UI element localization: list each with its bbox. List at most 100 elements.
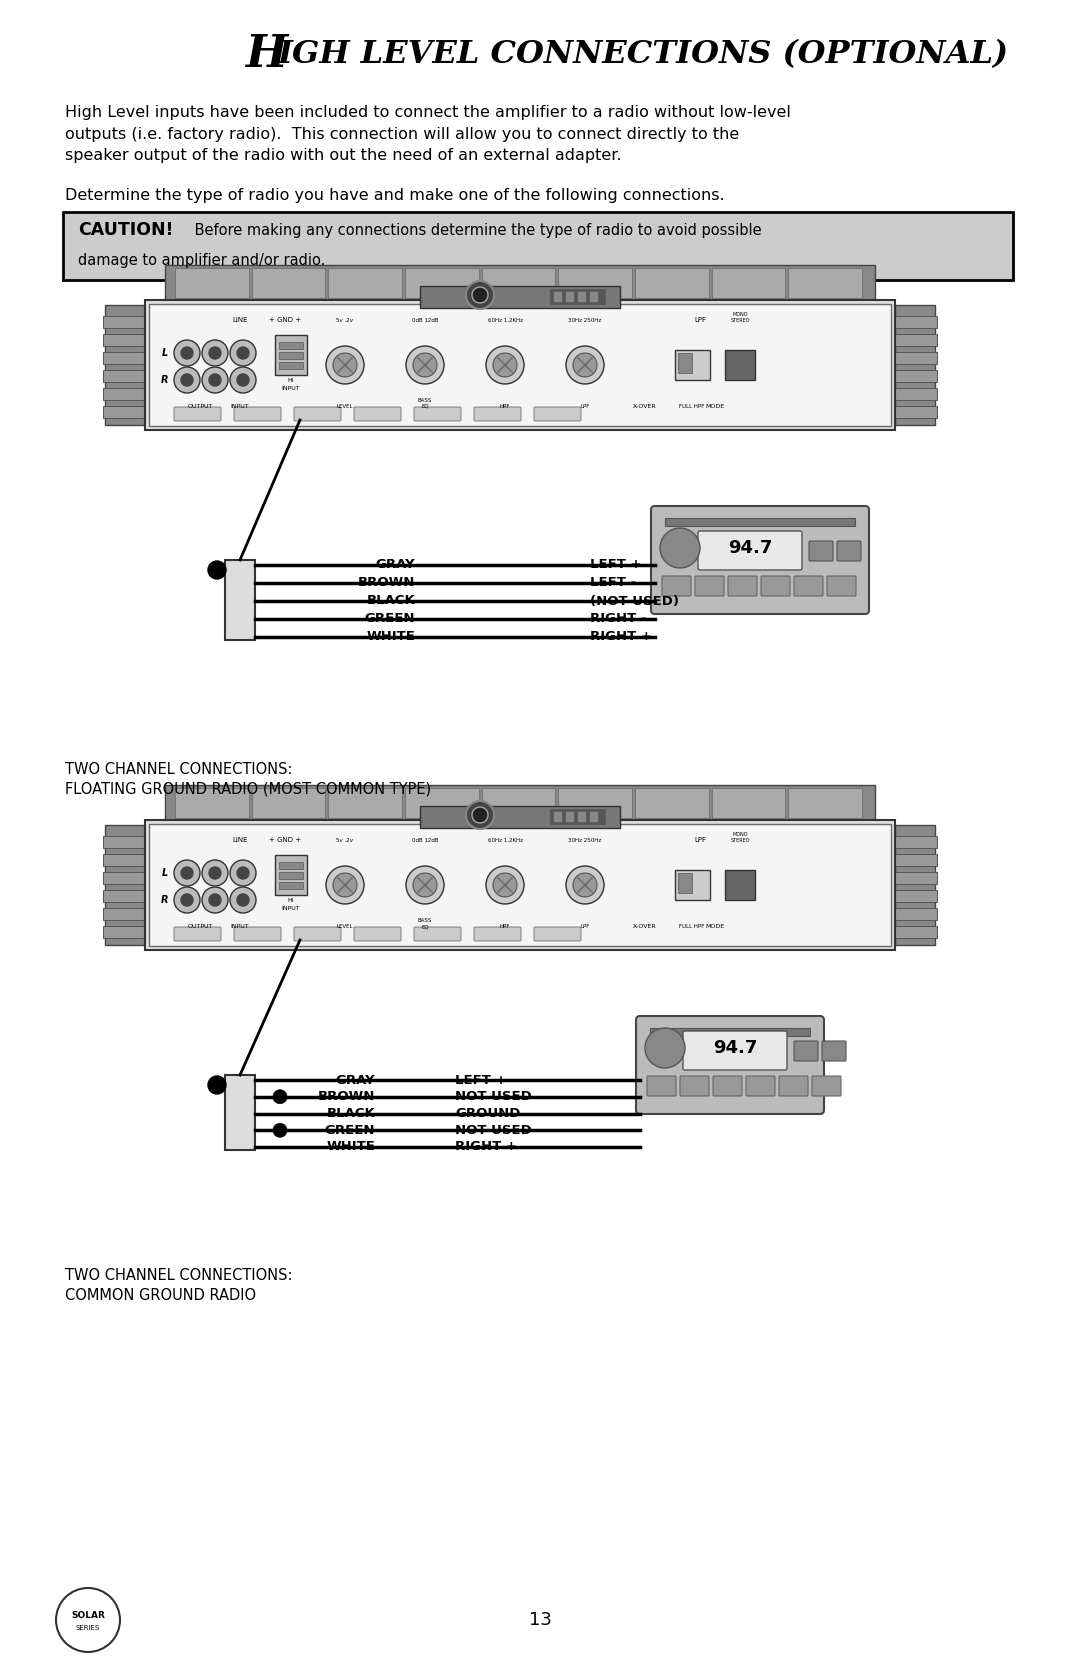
Bar — [405, 788, 478, 818]
Bar — [275, 855, 307, 895]
FancyBboxPatch shape — [354, 407, 401, 421]
Bar — [252, 269, 325, 299]
FancyBboxPatch shape — [174, 407, 221, 421]
FancyBboxPatch shape — [294, 926, 341, 941]
FancyBboxPatch shape — [822, 1041, 846, 1061]
Circle shape — [492, 873, 517, 896]
Circle shape — [230, 340, 256, 366]
Circle shape — [326, 345, 364, 384]
Text: RIGHT -: RIGHT - — [590, 613, 647, 626]
Bar — [103, 855, 145, 866]
Bar — [895, 855, 937, 866]
FancyBboxPatch shape — [662, 576, 691, 596]
Bar — [103, 406, 145, 417]
Bar — [895, 305, 935, 426]
Bar — [275, 335, 307, 376]
Text: Before making any connections determine the type of radio to avoid possible: Before making any connections determine … — [190, 222, 761, 237]
Bar — [650, 1028, 810, 1036]
Text: OUTPUT: OUTPUT — [187, 404, 213, 409]
Text: + GND +: + GND + — [269, 317, 301, 324]
Bar — [225, 561, 255, 639]
Circle shape — [413, 873, 437, 896]
FancyBboxPatch shape — [647, 1077, 676, 1097]
Circle shape — [273, 1090, 287, 1103]
Text: (NOT USED): (NOT USED) — [590, 594, 679, 608]
Bar — [635, 269, 708, 299]
Bar — [788, 269, 862, 299]
Text: L: L — [162, 868, 168, 878]
Circle shape — [486, 345, 524, 384]
Text: 0dB 12dB: 0dB 12dB — [411, 319, 438, 324]
Text: HPF: HPF — [500, 925, 510, 930]
Bar — [279, 362, 303, 369]
Bar — [103, 908, 145, 920]
Bar — [895, 824, 935, 945]
Circle shape — [566, 866, 604, 905]
Text: LEFT +: LEFT + — [590, 559, 642, 571]
Text: LPF: LPF — [694, 317, 706, 324]
Text: 13: 13 — [528, 1611, 552, 1629]
FancyBboxPatch shape — [812, 1077, 841, 1097]
Bar — [103, 315, 145, 329]
Text: 60Hz 1.2KHz: 60Hz 1.2KHz — [487, 838, 523, 843]
Text: HPF: HPF — [500, 404, 510, 409]
Bar — [175, 269, 248, 299]
Circle shape — [208, 1077, 226, 1093]
FancyBboxPatch shape — [779, 1077, 808, 1097]
Bar — [725, 870, 755, 900]
Bar — [566, 813, 573, 823]
Bar — [550, 289, 605, 304]
Bar — [725, 350, 755, 381]
Bar — [482, 788, 555, 818]
Circle shape — [174, 340, 200, 366]
Circle shape — [465, 801, 494, 829]
Text: R: R — [161, 376, 168, 386]
Text: BLACK: BLACK — [326, 1107, 375, 1120]
Bar — [103, 836, 145, 848]
Text: TWO CHANNEL CONNECTIONS:: TWO CHANNEL CONNECTIONS: — [65, 763, 293, 778]
Text: 30Hz 250Hz: 30Hz 250Hz — [568, 838, 602, 843]
Circle shape — [230, 367, 256, 392]
Bar — [895, 315, 937, 329]
Text: 0dB 12dB: 0dB 12dB — [411, 838, 438, 843]
Text: MONO
STEREO: MONO STEREO — [730, 312, 750, 324]
Circle shape — [230, 860, 256, 886]
Circle shape — [413, 354, 437, 377]
Bar — [550, 809, 605, 824]
FancyBboxPatch shape — [414, 926, 461, 941]
Circle shape — [174, 367, 200, 392]
Bar — [590, 813, 598, 823]
Text: SOLAR: SOLAR — [71, 1611, 105, 1619]
Text: GREEN: GREEN — [324, 1123, 375, 1137]
FancyBboxPatch shape — [794, 1041, 818, 1061]
FancyBboxPatch shape — [827, 576, 856, 596]
Circle shape — [210, 895, 221, 906]
Bar — [103, 871, 145, 885]
Text: Determine the type of radio you have and make one of the following connections.: Determine the type of radio you have and… — [65, 189, 725, 204]
Text: damage to amplifier and/or radio.: damage to amplifier and/or radio. — [78, 252, 325, 267]
Text: L: L — [162, 349, 168, 357]
Text: IGH LEVEL CONNECTIONS (OPTIONAL): IGH LEVEL CONNECTIONS (OPTIONAL) — [278, 40, 1009, 70]
FancyBboxPatch shape — [683, 1031, 787, 1070]
Circle shape — [472, 808, 488, 823]
Text: WHITE: WHITE — [326, 1140, 375, 1153]
Circle shape — [492, 354, 517, 377]
Circle shape — [202, 340, 228, 366]
Circle shape — [573, 354, 597, 377]
Circle shape — [573, 873, 597, 896]
Bar — [103, 352, 145, 364]
FancyBboxPatch shape — [534, 926, 581, 941]
Text: 5v .2v: 5v .2v — [337, 319, 353, 324]
Circle shape — [210, 866, 221, 880]
Circle shape — [566, 345, 604, 384]
Bar — [279, 871, 303, 880]
Text: X-OVER: X-OVER — [633, 404, 657, 409]
Text: MODE: MODE — [705, 925, 725, 930]
Bar — [279, 881, 303, 890]
Bar — [482, 269, 555, 299]
Text: 94.7: 94.7 — [713, 1040, 757, 1056]
Bar — [328, 269, 402, 299]
Bar — [712, 788, 785, 818]
Text: HI: HI — [287, 377, 295, 382]
Text: GRAY: GRAY — [376, 559, 415, 571]
